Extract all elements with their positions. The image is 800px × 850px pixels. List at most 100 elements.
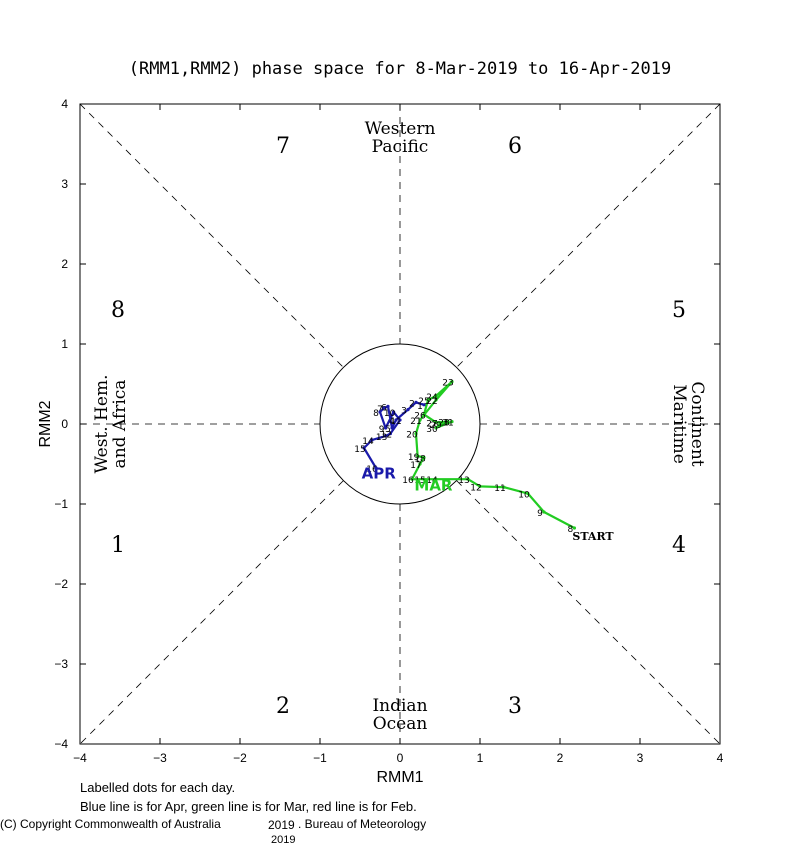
day-dot-mar: [450, 420, 454, 424]
series-line-mar: [410, 380, 575, 529]
day-label-mar: 9: [537, 509, 543, 519]
day-dot-apr: [378, 410, 382, 414]
phase-label-3: 3: [508, 694, 522, 719]
region-bottom-line2: Ocean: [373, 714, 428, 734]
day-dot-mar: [414, 432, 418, 436]
day-label-apr: 4: [389, 417, 395, 427]
day-label-mar: 8: [568, 525, 574, 535]
day-dot-mar: [478, 484, 482, 488]
day-dot-apr: [414, 400, 418, 404]
day-label-mar: 24: [426, 393, 438, 403]
y-tick-label: 2: [61, 257, 68, 271]
day-dot-mar: [450, 380, 454, 384]
y-tick-label: 3: [61, 177, 68, 191]
day-dot-mar: [434, 420, 438, 424]
unit-circle: [319, 343, 481, 505]
day-dot-mar: [542, 510, 546, 514]
x-tick-label: 1: [477, 751, 484, 765]
month-label-mar: MAR: [414, 476, 453, 494]
copyright-year-below: 2019: [271, 834, 296, 846]
day-dot-apr: [388, 432, 392, 436]
day-dot-mar: [446, 420, 450, 424]
day-label-apr: 1: [417, 402, 423, 412]
day-label-mar: 23: [442, 379, 453, 389]
region-top-line1: Western: [365, 119, 436, 139]
day-dot-apr: [406, 408, 410, 412]
day-label-apr: 10: [384, 409, 396, 419]
x-tick-label: 4: [717, 751, 724, 765]
day-label-apr: 15: [354, 445, 365, 455]
day-label-mar: 29: [430, 421, 442, 431]
phase-dividers: [79, 103, 721, 745]
day-dot-mar: [418, 418, 422, 422]
chart-title: (RMM1,RMM2) phase space for 8-Mar-2019 t…: [129, 59, 671, 79]
day-dot-apr: [386, 404, 390, 408]
copyright-text: (C) Copyright Commonwealth of Australia: [0, 817, 221, 831]
phase-label-7: 7: [276, 134, 290, 159]
region-right-line2: Continent: [687, 381, 707, 466]
phase-label-4: 4: [672, 533, 686, 558]
y-axis-label: RMM2: [37, 400, 54, 447]
day-dot-mar: [434, 394, 438, 398]
y-tick-label: −1: [54, 497, 68, 511]
copyright-year: 2019: [268, 818, 295, 832]
day-dot-mar: [422, 477, 426, 481]
note-line-2: Blue line is for Apr, green line is for …: [80, 799, 417, 814]
divider-line: [456, 480, 721, 745]
day-label-mar: 26: [414, 411, 426, 421]
copyright-agency: . Bureau of Meteorology: [298, 817, 427, 831]
x-tick-label: −1: [313, 751, 327, 765]
y-tick-label: −2: [54, 577, 68, 591]
day-label-apr: 2: [409, 399, 415, 409]
region-right-line1: Maritime: [669, 384, 689, 464]
y-tick-label: 0: [61, 417, 68, 431]
divider-line: [79, 480, 344, 745]
day-dot-mar: [422, 456, 426, 460]
day-label-mar: 12: [470, 483, 481, 493]
x-tick-label: −4: [73, 751, 87, 765]
day-dot-apr: [392, 410, 396, 414]
month-label-apr: APR: [362, 464, 397, 482]
y-tick-label: 4: [61, 97, 68, 111]
day-label-apr: 14: [362, 437, 374, 447]
day-label-mar: 10: [518, 491, 530, 501]
region-bottom-line1: Indian: [372, 696, 427, 716]
day-label-mar: 18: [414, 455, 426, 465]
day-label-mar: 28: [438, 419, 450, 429]
day-label-mar: 14: [426, 476, 438, 486]
day-label-apr: 16: [366, 465, 378, 475]
day-dot-mar: [438, 422, 442, 426]
day-dot-mar: [434, 426, 438, 430]
day-dot-mar: [410, 477, 414, 481]
day-dot-mar: [572, 526, 577, 530]
mjo-phase-diagram: (RMM1,RMM2) phase space for 8-Mar-2019 t…: [37, 59, 724, 786]
day-label-mar: 11: [494, 484, 505, 494]
x-axis-label: RMM1: [376, 769, 423, 786]
day-label-mar: 31: [442, 419, 453, 429]
x-tick-label: 3: [637, 751, 644, 765]
day-dot-mar: [416, 454, 420, 458]
note-line-1: Labelled dots for each day.: [80, 780, 236, 795]
divider-line: [456, 103, 721, 368]
phase-label-1: 1: [111, 533, 125, 558]
day-label-mar: 27: [426, 419, 437, 429]
region-left-line2: and Africa: [110, 380, 130, 469]
day-label-mar: 13: [458, 476, 469, 486]
day-dot-mar: [422, 412, 426, 416]
y-tick-label: −4: [54, 737, 68, 751]
start-label: START: [572, 530, 614, 543]
day-label-mar: 25: [418, 397, 429, 407]
y-tick-label: −3: [54, 657, 68, 671]
day-dot-apr: [382, 406, 386, 410]
day-dot-mar: [434, 477, 438, 481]
day-dot-apr: [390, 426, 394, 430]
day-label-apr: 7: [377, 405, 383, 415]
axis-ticks: [79, 103, 721, 745]
day-dot-mar: [434, 398, 438, 402]
day-label-mar: 30: [426, 425, 438, 435]
day-label-mar: 22: [426, 397, 437, 407]
day-dot-apr: [422, 403, 426, 407]
day-dot-mar: [526, 492, 530, 496]
day-dot-mar: [502, 485, 506, 489]
